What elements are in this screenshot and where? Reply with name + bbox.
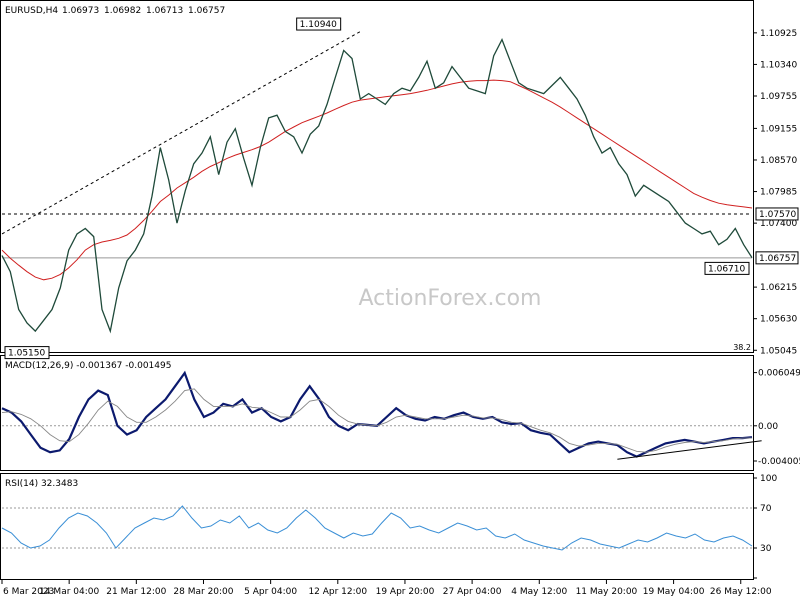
price-y-tick-label: 1.08570: [760, 156, 797, 166]
macd-y-tick-label: 0.006049: [758, 369, 800, 379]
x-axis-tick-label: 4 May 12:00: [511, 587, 567, 597]
price-y-tick-label: 1.09155: [760, 124, 797, 134]
moving-average-line: [1, 79, 753, 281]
x-axis-tick-label: 11 May 20:00: [576, 587, 638, 597]
grid-layer: [2, 213, 752, 549]
x-axis-tick-label: 12 Apr 12:00: [308, 587, 367, 597]
macd-line: [1, 370, 753, 458]
x-axis-tick-label: 6 Mar 2023: [3, 587, 54, 597]
watermark: ActionForex.com: [359, 286, 542, 311]
price-y-tick-label: 1.10925: [760, 29, 797, 39]
macd-panel-frame: [0, 355, 754, 471]
x-axis-tick-label: 26 May 12:00: [710, 587, 772, 597]
price-annotation-label: 1.05150: [8, 349, 45, 359]
price-y-tick-label: 1.10340: [760, 60, 797, 70]
price-y-tick-label: 1.09755: [760, 92, 797, 102]
price-level-label: 1.06757: [759, 254, 796, 264]
price-header-low: 1.06713: [146, 6, 183, 16]
macd-support-line: [617, 440, 762, 460]
price-annotation-box: [296, 17, 342, 31]
price-level-box: [755, 251, 799, 265]
price-header-open: 1.06973: [62, 6, 99, 16]
price-y-tick-label: 1.07985: [760, 188, 797, 198]
price-line: [1, 38, 753, 334]
price-annotation-box: [704, 261, 750, 275]
fib-label: 38.2: [733, 343, 751, 352]
price-header-symbol: EURUSD,H4: [5, 6, 58, 16]
macd-signal-line: [1, 388, 752, 453]
axes-layer: 1.10925 1.10340 1.09755 1.09155 1.08570 1.079…: [1, 29, 800, 597]
x-axis-tick-label: 27 Apr 04:00: [443, 587, 502, 597]
rsi-y-tick-label: 30: [760, 544, 772, 554]
x-axis-tick-label: 19 Apr 20:00: [376, 587, 435, 597]
rising-trendline: [1, 31, 361, 235]
rsi-y-tick-label: 100: [760, 474, 777, 484]
price-y-tick-label: 1.05630: [760, 315, 797, 325]
x-axis-tick-label: 14 Mar 04:00: [39, 587, 99, 597]
rsi-panel-frame: [0, 473, 754, 580]
x-axis-tick-label: 5 Apr 04:00: [244, 587, 297, 597]
x-axis-tick-label: 19 May 04:00: [643, 587, 705, 597]
price-header-close: 1.06757: [188, 6, 225, 16]
price-annotation-label: 1.10940: [300, 20, 337, 30]
rsi-header: RSI(14) 32.3483: [5, 479, 78, 489]
macd-y-tick-label: -0.004005: [758, 457, 800, 467]
x-axis-tick-label: 21 Mar 12:00: [106, 587, 166, 597]
price-y-tick-label: 1.06215: [760, 283, 797, 293]
price-annotation-box: [4, 346, 50, 360]
annotation-layer: 1.07570 1.06757 1.10940 1.05150 1.06710: [1, 17, 799, 460]
price-level-label: 1.07570: [759, 210, 796, 220]
series-layer: [1, 38, 753, 551]
rsi-y-tick-label: 70: [760, 504, 772, 514]
price-panel-frame: [0, 0, 754, 353]
macd-y-tick-label: 0.00: [758, 422, 778, 432]
x-axis-tick-label: 28 Mar 20:00: [173, 587, 233, 597]
rsi-line: [1, 505, 753, 551]
price-y-tick-label: 1.05045: [760, 346, 797, 356]
macd-header: MACD(12,26,9) -0.001367 -0.001495: [5, 361, 171, 371]
price-header-high: 1.06982: [104, 6, 141, 16]
price-level-box: [755, 207, 799, 221]
price-y-tick-label: 1.07400: [760, 219, 797, 229]
price-annotation-label: 1.06710: [708, 264, 745, 274]
